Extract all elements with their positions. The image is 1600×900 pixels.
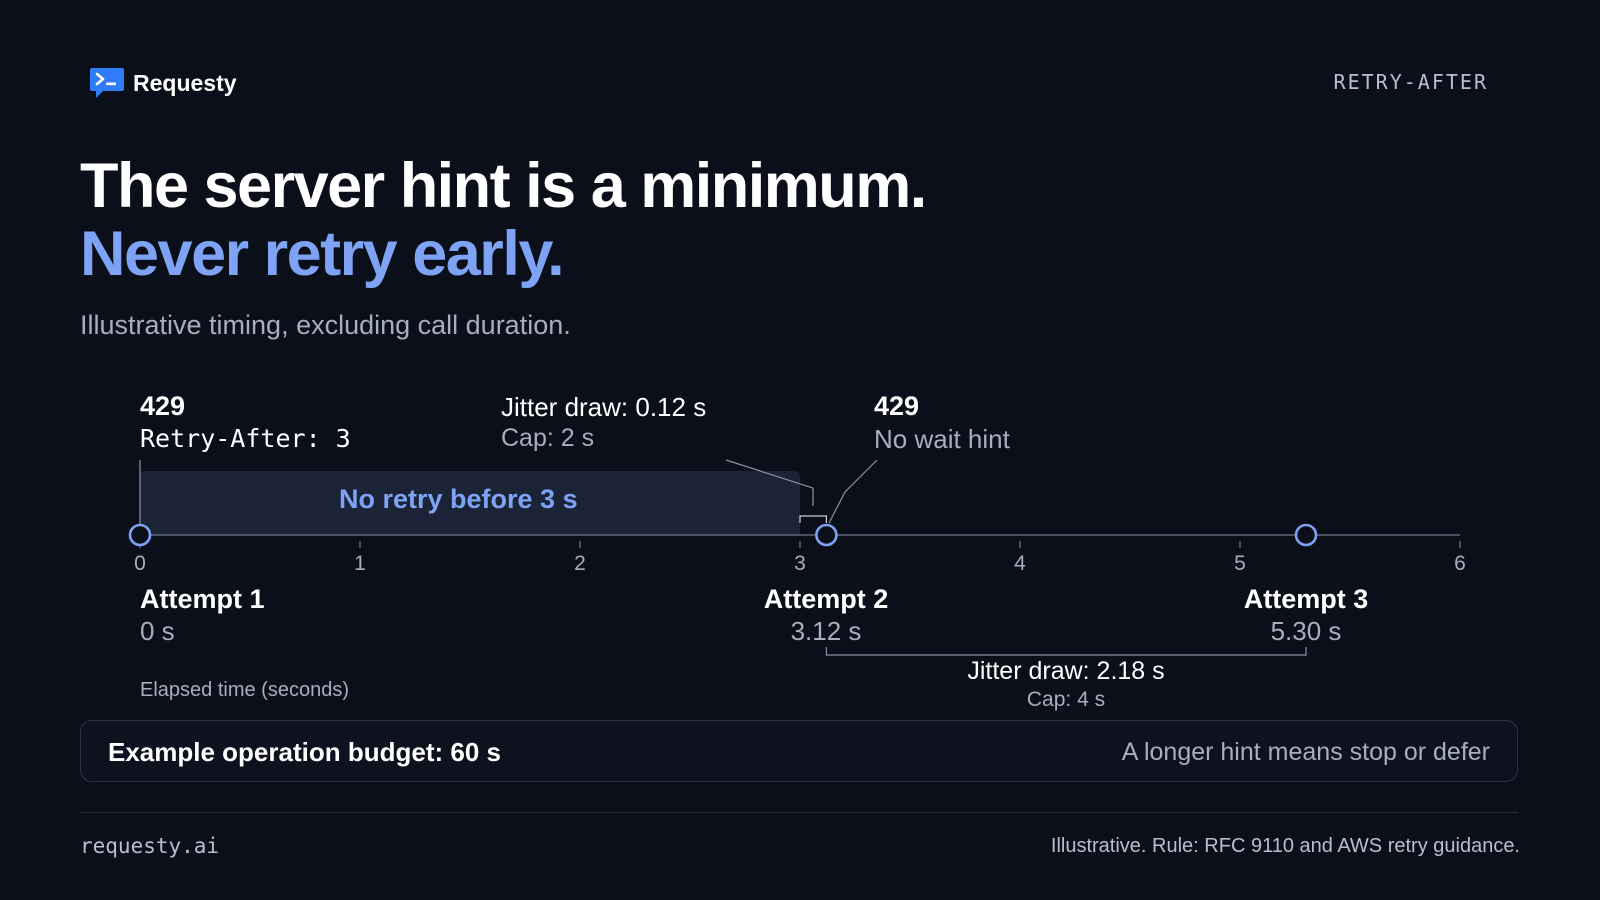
attempt-2-time: 3.12 s <box>790 616 862 646</box>
budget-box: Example operation budget: 60 s A longer … <box>80 720 1518 782</box>
response-2-status: 429 <box>874 391 920 421</box>
response-1-status: 429 <box>140 391 186 421</box>
blocked-window <box>140 471 800 535</box>
tick-label-6: 6 <box>1454 552 1466 575</box>
axis-label: Elapsed time (seconds) <box>140 679 349 701</box>
response-1-detail: Retry-After: 3 <box>140 424 351 453</box>
brand-name: Requesty <box>133 69 237 96</box>
tick-label-3: 3 <box>794 552 806 575</box>
jitter-1-cap: Cap: 2 s <box>501 424 595 452</box>
footer-divider <box>80 812 1518 813</box>
budget-note: A longer hint means stop or defer <box>1121 738 1490 766</box>
jitter-1-draw: Jitter draw: 0.12 s <box>501 392 707 422</box>
tick-label-1: 1 <box>354 552 366 575</box>
subtitle: Illustrative timing, excluding call dura… <box>80 310 571 340</box>
attempt-2-name: Attempt 2 <box>763 584 889 614</box>
tick-label-2: 2 <box>574 552 586 575</box>
headline-line2: Never retry early. <box>80 219 565 289</box>
blocked-window-label: No retry before 3 s <box>339 484 578 514</box>
terminal-chat-icon <box>90 68 124 98</box>
footer-note: Illustrative. Rule: RFC 9110 and AWS ret… <box>1050 835 1520 857</box>
jitter-2-draw: Jitter draw: 2.18 s <box>967 657 1165 685</box>
footer-site[interactable]: requesty.ai <box>80 834 220 858</box>
jitter-1-bracket <box>799 515 827 523</box>
attempt-3-time: 5.30 s <box>1270 616 1342 646</box>
page-tag: RETRY-AFTER <box>1333 70 1488 94</box>
attempt-3-marker <box>1294 523 1318 547</box>
jitter-2-bracket <box>825 647 1307 656</box>
attempt-1-name: Attempt 1 <box>140 584 265 614</box>
attempt-1-time: 0 s <box>140 616 175 646</box>
attempt-1-marker <box>128 523 152 547</box>
response-2-leader <box>828 459 878 524</box>
attempt-3-name: Attempt 3 <box>1243 584 1369 614</box>
brand[interactable]: Requesty <box>89 66 237 100</box>
tick-label-4: 4 <box>1014 552 1026 575</box>
jitter-1-leader <box>725 459 814 506</box>
response-2-detail: No wait hint <box>874 424 1010 454</box>
tick-label-5: 5 <box>1234 552 1246 575</box>
budget-text: Example operation budget: 60 s <box>108 737 501 767</box>
jitter-2-cap: Cap: 4 s <box>1026 688 1106 711</box>
tick-label-0: 0 <box>134 552 146 575</box>
headline-line1: The server hint is a minimum. <box>80 151 927 221</box>
attempt-2-marker <box>815 523 838 547</box>
